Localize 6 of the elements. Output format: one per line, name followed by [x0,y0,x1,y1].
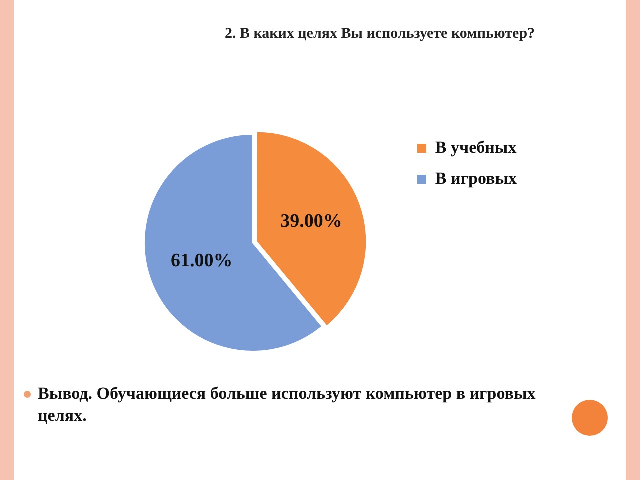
data-label: 39.00% [280,210,342,232]
legend-label: В игровых [435,168,518,188]
chart-title: 2. В каких целях Вы используете компьютер? [224,26,536,43]
data-label: 61.00% [171,250,233,272]
legend-label: В учебных [435,138,518,157]
text: Вывод. Обучающиеся больше используют компьютер в игровых целях. [38,384,536,425]
